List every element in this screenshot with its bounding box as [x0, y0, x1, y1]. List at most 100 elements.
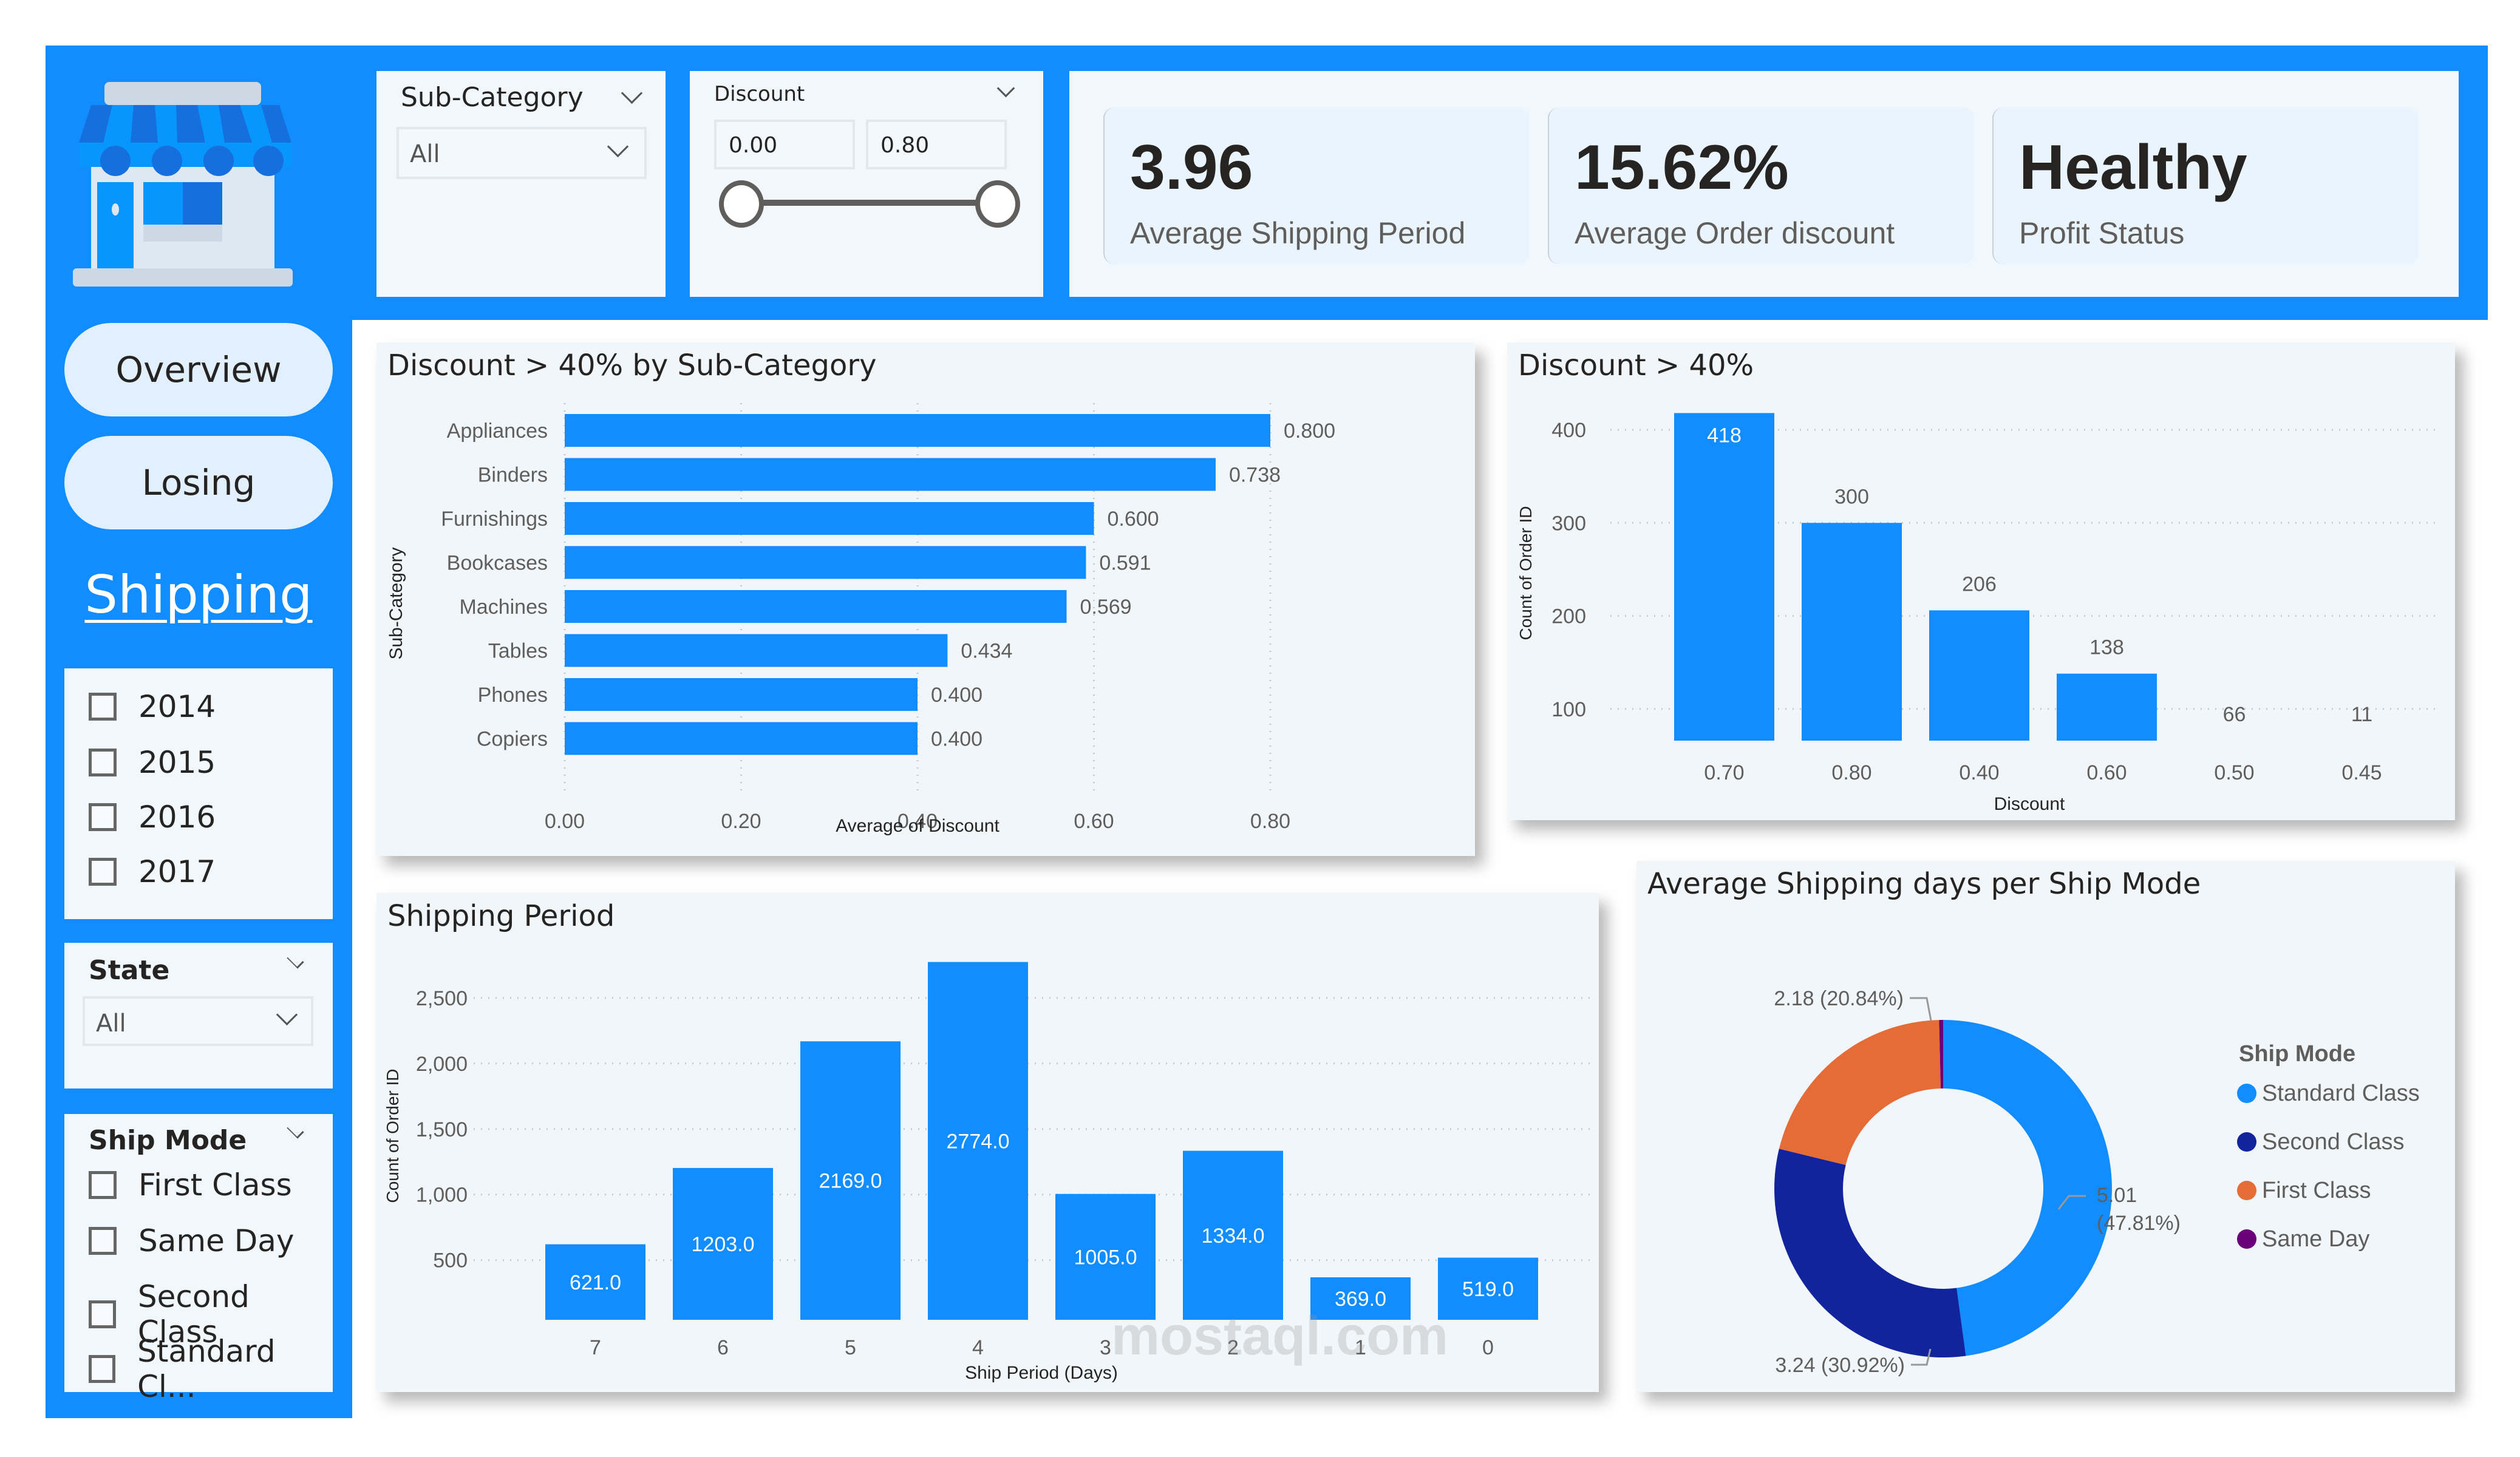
column-chart-svg: 100 200 300 400 418 0.70 300 0.80 206 0.40 138 0.60…	[1516, 413, 2436, 814]
data-label: 519.0	[1462, 1278, 1514, 1301]
y-tick-label: 300	[1551, 512, 1586, 535]
y-axis-title: Count of Order ID	[1516, 506, 1535, 640]
chart-title: Shipping Period	[387, 899, 615, 933]
chevron-down-icon[interactable]	[287, 951, 304, 969]
bar	[1802, 523, 1902, 741]
sub-category-selected: All	[410, 140, 440, 168]
state-slicer: State All	[64, 943, 333, 1089]
y-tick-label: 1,500	[416, 1118, 468, 1141]
leader-line	[1911, 1348, 1932, 1366]
data-label: 0.434	[961, 640, 1012, 663]
checkbox[interactable]	[89, 1227, 117, 1255]
donut-slice	[1939, 1020, 1943, 1089]
discount-slicer: Discount 0.00 0.80	[690, 71, 1043, 297]
kpi-label: Average Order discount	[1575, 216, 1895, 250]
chevron-down-icon[interactable]	[287, 1121, 304, 1139]
nav-losing-button[interactable]: Losing	[64, 436, 333, 529]
watermark: mostaql.com	[1111, 1306, 1449, 1367]
discount-min-input[interactable]: 0.00	[714, 120, 855, 169]
ship-mode-option[interactable]: Second Class	[89, 1279, 333, 1350]
checkbox[interactable]	[89, 749, 117, 776]
data-label: 0.400	[931, 684, 982, 707]
year-label: 2015	[138, 745, 216, 780]
x-tick-label: 0	[1482, 1336, 1494, 1359]
year-label: 2017	[138, 854, 216, 889]
state-title: State	[89, 955, 170, 986]
bar	[2057, 673, 2157, 741]
data-label: 66	[2223, 703, 2246, 726]
y-tick-label: 100	[1551, 698, 1586, 721]
y-category-label: Phones	[478, 684, 548, 707]
ship-mode-title: Ship Mode	[89, 1125, 247, 1156]
discount-range-track[interactable]	[737, 200, 998, 206]
y-category-label: Bookcases	[447, 552, 548, 575]
bar	[800, 1041, 901, 1320]
discount-min-handle[interactable]	[719, 180, 764, 228]
ship-mode-option[interactable]: Standard Cl...	[89, 1334, 333, 1404]
bar	[565, 458, 1216, 491]
chevron-down-icon[interactable]	[621, 82, 643, 104]
sub-category-dropdown[interactable]: All	[397, 127, 647, 179]
kpi-card-profit-status: Healthy Profit Status	[1992, 107, 2419, 264]
y-tick-label: 2,500	[416, 987, 468, 1010]
kpi-card-shipping-period: 3.96 Average Shipping Period	[1103, 107, 1530, 264]
bar	[1438, 1257, 1538, 1320]
bar	[565, 546, 1086, 579]
nav-overview-button[interactable]: Overview	[64, 323, 333, 416]
state-dropdown[interactable]: All	[83, 996, 313, 1046]
year-label: 2016	[138, 800, 216, 835]
data-label: 300	[1834, 485, 1869, 508]
x-tick-label: 0.70	[1704, 761, 1744, 784]
y-axis-title: Sub-Category	[386, 547, 406, 659]
data-label: 206	[1962, 572, 1997, 596]
y-category-label: Tables	[488, 640, 548, 663]
data-label: 0.400	[931, 728, 982, 751]
kpi-value: 3.96	[1130, 132, 1253, 203]
ship-mode-label: Standard Cl...	[137, 1334, 276, 1404]
discount-max-value: 0.80	[880, 133, 930, 158]
bar	[565, 678, 918, 711]
data-label: 138	[2089, 636, 2124, 659]
ship-mode-option[interactable]: First Class	[89, 1167, 292, 1203]
leader-line	[2057, 1195, 2086, 1210]
x-tick-label: 6	[717, 1336, 729, 1359]
discount-max-input[interactable]: 0.80	[866, 120, 1007, 169]
year-option[interactable]: 2017	[89, 854, 216, 889]
hbar-chart-svg: 0.00 0.20 0.40 0.60 0.80 Appliances 0.800 Binde…	[386, 403, 1335, 836]
year-option[interactable]: 2015	[89, 745, 216, 780]
x-axis-title: Ship Period (Days)	[965, 1363, 1118, 1383]
bar	[1055, 1194, 1156, 1320]
year-option[interactable]: 2014	[89, 689, 216, 724]
chevron-down-icon[interactable]	[996, 79, 1015, 98]
y-category-label: Copiers	[477, 728, 548, 751]
bar	[1183, 1150, 1283, 1320]
nav-shipping-link[interactable]: Shipping	[84, 565, 313, 625]
checkbox[interactable]	[89, 1355, 116, 1383]
year-label: 2014	[138, 689, 216, 724]
legend-marker	[2237, 1229, 2256, 1249]
donut-slice	[1774, 1149, 1966, 1357]
checkbox[interactable]	[89, 803, 117, 831]
sub-category-slicer: Sub-Category All	[376, 71, 666, 297]
year-option[interactable]: 2016	[89, 800, 216, 835]
checkbox[interactable]	[89, 693, 117, 721]
ship-mode-option[interactable]: Same Day	[89, 1223, 294, 1258]
x-axis-title: Discount	[1994, 794, 2065, 814]
discount-min-value: 0.00	[729, 133, 778, 158]
chevron-down-icon	[276, 1004, 298, 1026]
x-tick-label: 0.60	[2086, 761, 2127, 784]
x-tick-label: 4	[972, 1336, 984, 1359]
checkbox[interactable]	[89, 1300, 116, 1328]
bar	[565, 590, 1067, 623]
data-label: 418	[1707, 424, 1742, 447]
state-selected: All	[96, 1010, 126, 1038]
kpi-value: Healthy	[2019, 132, 2247, 203]
kpi-panel: 3.96 Average Shipping Period 15.62% Aver…	[1069, 71, 2459, 297]
checkbox[interactable]	[89, 858, 117, 886]
checkbox[interactable]	[89, 1171, 117, 1199]
discount-max-handle[interactable]	[975, 180, 1020, 228]
bar	[1310, 1277, 1411, 1320]
y-category-label: Furnishings	[441, 508, 548, 531]
legend-marker	[2237, 1084, 2256, 1103]
leader-line	[1910, 997, 1932, 1021]
